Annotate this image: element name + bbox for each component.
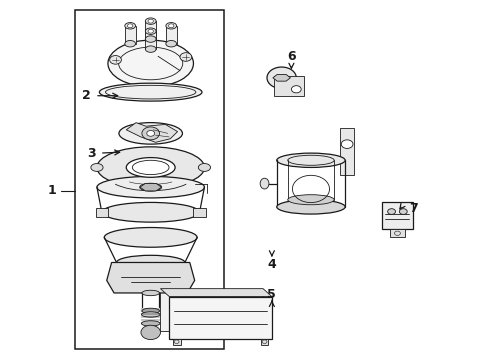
Text: 7: 7 <box>409 202 418 215</box>
Ellipse shape <box>119 123 182 144</box>
Bar <box>125 26 136 44</box>
Ellipse shape <box>125 23 136 29</box>
Text: 2: 2 <box>82 89 91 102</box>
Polygon shape <box>107 262 195 293</box>
Bar <box>166 26 176 44</box>
Ellipse shape <box>102 202 199 222</box>
Bar <box>261 338 269 345</box>
Circle shape <box>141 325 160 339</box>
Circle shape <box>127 24 133 28</box>
Ellipse shape <box>277 200 345 214</box>
Ellipse shape <box>166 41 176 47</box>
Text: 4: 4 <box>268 258 276 271</box>
Ellipse shape <box>146 46 156 52</box>
Ellipse shape <box>142 308 159 314</box>
Circle shape <box>142 127 159 140</box>
Bar <box>96 208 108 217</box>
Bar <box>340 128 354 175</box>
Ellipse shape <box>166 23 176 29</box>
Ellipse shape <box>146 36 156 42</box>
Ellipse shape <box>125 41 136 47</box>
Bar <box>169 297 272 338</box>
Ellipse shape <box>126 158 175 177</box>
Ellipse shape <box>277 153 345 167</box>
Bar <box>146 31 156 49</box>
Circle shape <box>148 29 153 33</box>
Circle shape <box>110 55 122 64</box>
Ellipse shape <box>260 178 269 189</box>
Bar <box>194 208 206 217</box>
Ellipse shape <box>140 183 162 191</box>
Circle shape <box>169 24 174 28</box>
Circle shape <box>292 86 301 93</box>
Ellipse shape <box>117 255 185 270</box>
Polygon shape <box>273 75 291 81</box>
Bar <box>274 76 304 96</box>
Ellipse shape <box>91 163 103 171</box>
Ellipse shape <box>288 195 334 205</box>
Polygon shape <box>140 183 161 191</box>
Circle shape <box>148 19 153 23</box>
Ellipse shape <box>97 147 204 188</box>
Ellipse shape <box>198 163 211 171</box>
Text: 1: 1 <box>48 184 56 197</box>
Text: 5: 5 <box>268 288 276 301</box>
Ellipse shape <box>99 83 202 101</box>
Polygon shape <box>126 123 177 142</box>
Circle shape <box>341 140 353 148</box>
Circle shape <box>399 209 407 215</box>
Bar <box>146 21 156 39</box>
Circle shape <box>147 131 155 136</box>
Ellipse shape <box>146 18 156 24</box>
Bar <box>160 289 263 330</box>
Ellipse shape <box>146 28 156 35</box>
Ellipse shape <box>108 40 194 87</box>
Circle shape <box>180 53 192 61</box>
Polygon shape <box>160 289 272 297</box>
Bar <box>390 229 405 237</box>
Circle shape <box>388 209 395 215</box>
Ellipse shape <box>142 290 159 296</box>
Bar <box>172 338 180 345</box>
Bar <box>75 10 224 349</box>
Bar <box>382 202 414 229</box>
Ellipse shape <box>104 228 197 247</box>
Text: 6: 6 <box>287 50 296 63</box>
Ellipse shape <box>142 312 160 317</box>
Circle shape <box>267 67 296 89</box>
Ellipse shape <box>142 321 160 326</box>
Ellipse shape <box>97 176 204 198</box>
Text: 3: 3 <box>87 147 96 159</box>
